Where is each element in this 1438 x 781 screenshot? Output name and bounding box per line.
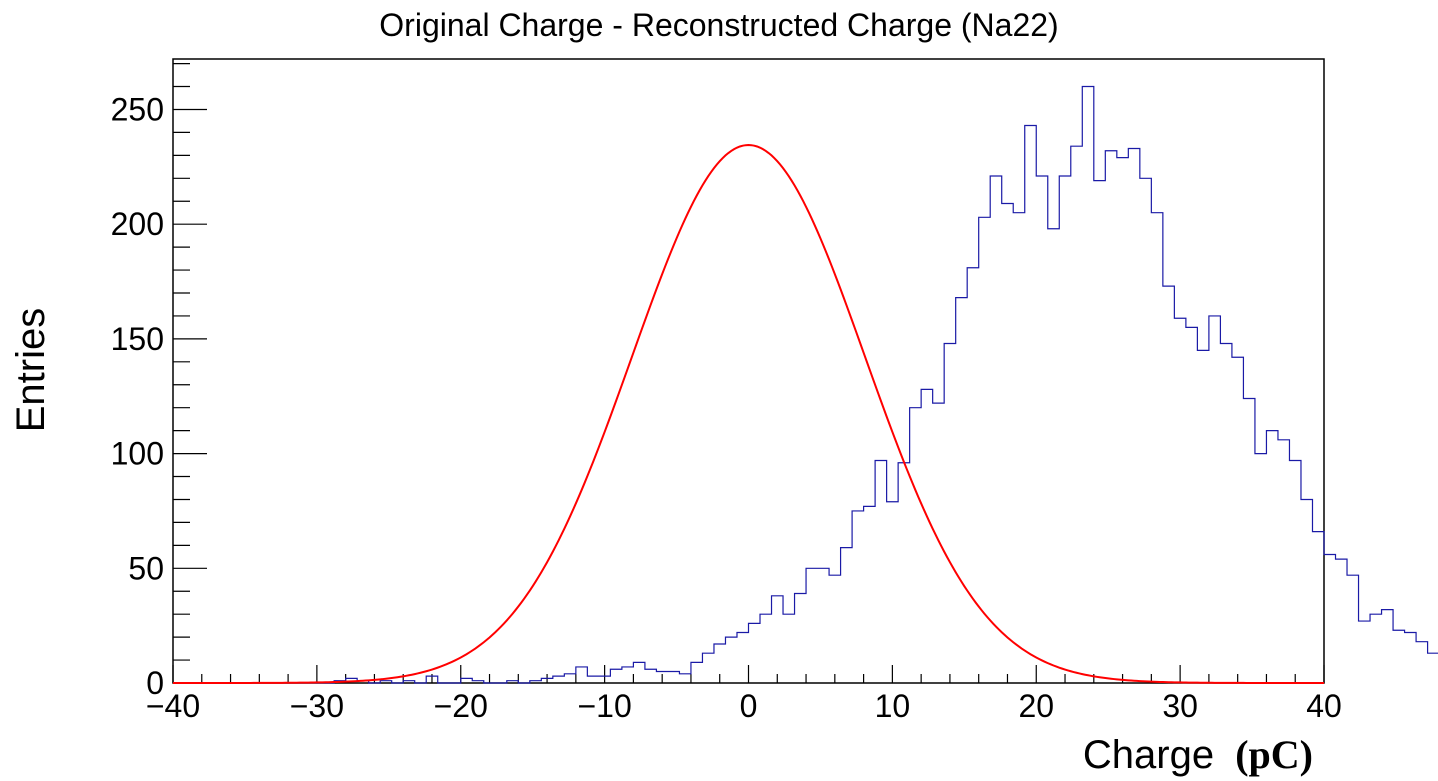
y-tick-label: 100 (111, 436, 164, 472)
y-tick-label: 250 (111, 91, 164, 127)
x-tick-label: −10 (577, 688, 631, 724)
y-axis-label: Entries (9, 308, 53, 433)
histogram-series (173, 85, 1438, 684)
gaussian-fit-curve (173, 144, 1324, 684)
x-axis-ticks (172, 665, 1325, 683)
x-axis-unit: (pC) (1235, 732, 1313, 777)
x-tick-label: 40 (1306, 688, 1342, 724)
y-axis-tick-labels: 0 50 100 150 200 250 (111, 91, 164, 701)
x-tick-label: 30 (1162, 688, 1198, 724)
x-axis-label-text: Charge (1083, 733, 1214, 777)
chart-title: Original Charge - Reconstructed Charge (… (379, 7, 1058, 43)
y-tick-label: 200 (111, 206, 164, 242)
y-tick-label: 150 (111, 321, 164, 357)
y-tick-label: 0 (146, 665, 164, 701)
x-axis-tick-labels: −40 −30 −20 −10 0 10 20 30 40 (146, 688, 1342, 724)
x-axis-label: Charge (pC) (1083, 732, 1313, 777)
x-tick-label: −20 (434, 688, 488, 724)
plot-frame (172, 58, 1325, 684)
x-tick-label: −40 (146, 688, 200, 724)
y-axis-ticks (173, 62, 207, 684)
x-tick-label: −30 (290, 688, 344, 724)
y-tick-label: 50 (128, 550, 164, 586)
x-tick-label: 0 (740, 688, 758, 724)
x-tick-label: 10 (875, 688, 911, 724)
x-tick-label: 20 (1018, 688, 1054, 724)
